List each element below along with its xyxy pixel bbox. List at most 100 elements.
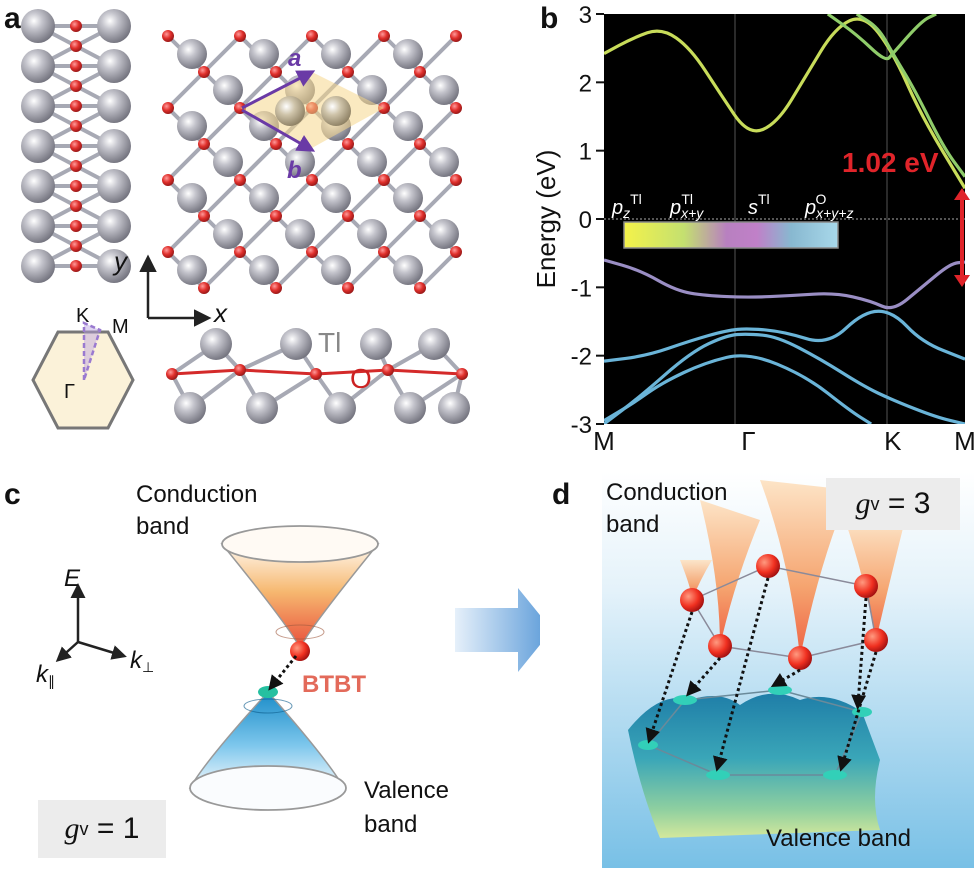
tl-atom xyxy=(429,147,459,177)
o-atom xyxy=(70,200,82,212)
tl-atom xyxy=(21,49,55,83)
top-bond xyxy=(166,70,206,110)
unit-cell-tl-atom xyxy=(275,96,305,126)
tl-atom xyxy=(357,219,387,249)
o-atom xyxy=(70,80,82,92)
tl-atom xyxy=(357,75,387,105)
top-bond xyxy=(346,106,386,146)
side-view-lattice xyxy=(21,9,131,283)
o-atom xyxy=(414,210,426,222)
tl-atom xyxy=(200,328,232,360)
tl-atom xyxy=(246,392,278,424)
conduction-cone-rim xyxy=(221,525,379,563)
orbital-legend-bar xyxy=(623,221,839,249)
band-gap-label: 1.02 eV xyxy=(842,147,939,178)
o-atom xyxy=(162,246,174,258)
tl-atom xyxy=(97,209,131,243)
tl-atom xyxy=(21,129,55,163)
o-atom xyxy=(234,364,246,376)
high-symmetry-path xyxy=(82,321,102,381)
panel-letter-d: d xyxy=(552,478,571,511)
top-bond xyxy=(418,178,458,218)
top-bond xyxy=(382,70,422,110)
tl-atom xyxy=(360,328,392,360)
conduction-cone-4 xyxy=(680,560,712,600)
o-atom xyxy=(342,210,354,222)
axis-kpar-label: k∥ xyxy=(36,661,55,689)
top-bond xyxy=(310,214,350,254)
axis-kperp-label: k⊥ xyxy=(130,647,154,675)
conduction-valleys xyxy=(680,554,888,670)
band-gap-arrowhead-up xyxy=(954,188,970,200)
top-bond xyxy=(418,106,458,146)
top-bond xyxy=(274,178,314,218)
top-bond xyxy=(202,34,242,74)
top-bond xyxy=(418,250,458,290)
panel-d-multi-valley: Conduction band Valence band xyxy=(602,472,974,868)
chain-bond xyxy=(171,368,241,376)
tl-atom xyxy=(280,328,312,360)
o-atom xyxy=(198,210,210,222)
tl-atom xyxy=(21,249,55,283)
tl-atom xyxy=(429,75,459,105)
kpar-axis-arrow xyxy=(55,641,79,663)
y-tick-label: 2 xyxy=(579,70,592,97)
axis-x-label: x xyxy=(212,298,228,328)
tl-atom xyxy=(97,169,131,203)
y-axis-label: Energy (eV) xyxy=(531,150,561,289)
valence-cone-rim xyxy=(189,765,347,811)
tl-atom xyxy=(357,147,387,177)
vb-label-line2: band xyxy=(364,811,417,838)
btbt-label: BTBT xyxy=(302,671,366,698)
tl-atom xyxy=(174,392,206,424)
electron-ball xyxy=(290,641,310,661)
top-bond xyxy=(346,34,386,74)
tl-atom xyxy=(97,9,131,43)
o-atom xyxy=(382,364,394,376)
lattice-vector-b xyxy=(241,108,316,152)
axis-y-label: y xyxy=(112,246,129,276)
tl-atom xyxy=(21,209,55,243)
energy-axis-ticks: -3 -2 -1 0 1 2 3 xyxy=(571,2,604,439)
tl-atom xyxy=(285,147,315,177)
tl-atom xyxy=(324,392,356,424)
d-vb-label: Valence band xyxy=(766,825,911,852)
tl-atom xyxy=(177,39,207,69)
o-atom xyxy=(270,282,282,294)
chain-bond xyxy=(239,368,317,376)
tl-atom xyxy=(213,147,243,177)
tl-atom xyxy=(393,39,423,69)
tl-atom xyxy=(285,219,315,249)
tl-atom xyxy=(21,169,55,203)
o-atom xyxy=(306,246,318,258)
top-bond xyxy=(310,142,350,182)
tl-atom xyxy=(249,183,279,213)
panel-letter-c: c xyxy=(4,478,21,511)
top-bond xyxy=(346,250,386,290)
panel-letter-a: a xyxy=(4,2,21,35)
o-atom xyxy=(270,138,282,150)
vector-a-label: a xyxy=(288,45,301,72)
chain-bond xyxy=(387,368,463,376)
o-atom xyxy=(306,30,318,42)
o-atom xyxy=(198,66,210,78)
o-atom xyxy=(70,40,82,52)
o-atom xyxy=(306,174,318,186)
valence-surface xyxy=(628,693,880,838)
d-cb-label-line2: band xyxy=(606,511,659,538)
tl-atom xyxy=(321,183,351,213)
unit-cell-tl-atom xyxy=(321,96,351,126)
o-atom xyxy=(378,246,390,258)
cb-label-line2: band xyxy=(136,513,189,540)
tl-atom xyxy=(97,49,131,83)
panel-letter-b: b xyxy=(540,2,559,35)
o-atom xyxy=(378,174,390,186)
o-atom xyxy=(70,140,82,152)
tl-atom xyxy=(97,89,131,123)
bz-M-label: M xyxy=(112,316,129,338)
o-atom xyxy=(70,100,82,112)
panel-c-single-valley: E k∥ k⊥ BTBT Conduction band Valence ban… xyxy=(36,481,540,838)
band-vb2 xyxy=(604,309,965,363)
